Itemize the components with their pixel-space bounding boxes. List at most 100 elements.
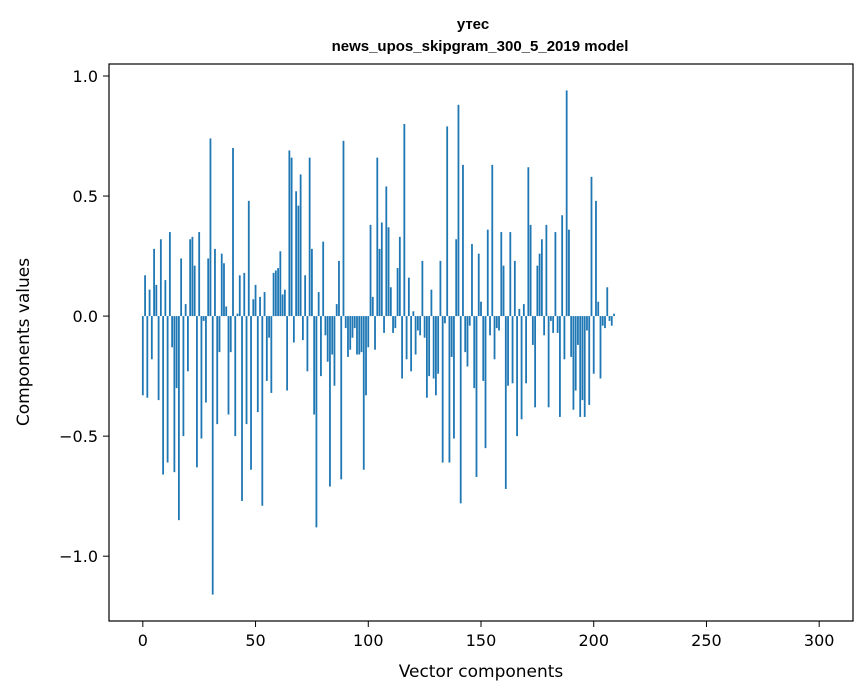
bar-28 (205, 316, 207, 403)
bar-52 (259, 296, 261, 317)
bar-77 (315, 316, 318, 528)
x-axis-label: Vector components (399, 662, 564, 682)
bar-195 (581, 316, 584, 401)
bar-105 (378, 248, 381, 317)
bar-49 (252, 299, 255, 317)
bar-2 (146, 316, 149, 398)
bar-37 (225, 306, 228, 317)
bar-202 (597, 301, 600, 317)
bar-84 (331, 316, 334, 355)
bar-116 (403, 124, 406, 317)
bar-209 (613, 313, 615, 317)
bar-189 (568, 229, 570, 317)
bar-35 (220, 253, 223, 317)
bar-50 (254, 284, 257, 317)
bar-78 (317, 292, 320, 317)
bar-99 (365, 316, 367, 396)
bar-188 (565, 90, 568, 317)
bar-205 (604, 316, 606, 329)
bar-169 (522, 304, 525, 317)
bar-165 (513, 260, 516, 317)
y-tick-label-1: −0.5 (59, 427, 98, 446)
y-tick-label-0: −1.0 (59, 547, 98, 566)
bar-120 (412, 311, 415, 317)
y-tick-label-2: 0.0 (73, 307, 98, 326)
bar-23 (193, 265, 196, 317)
bar-124 (421, 260, 424, 317)
bar-156 (493, 316, 496, 360)
y-axis-label: Components values (14, 258, 34, 426)
bar-5 (153, 248, 155, 317)
bar-86 (335, 304, 338, 317)
bar-113 (396, 268, 399, 317)
bar-162 (507, 316, 509, 386)
bar-108 (385, 186, 388, 317)
bar-142 (462, 164, 464, 317)
bar-16 (177, 316, 180, 521)
bar-135 (446, 126, 449, 317)
bar-63 (283, 289, 286, 317)
bar-13 (171, 316, 174, 348)
bar-111 (392, 316, 394, 333)
bar-47 (247, 200, 250, 317)
bar-168 (520, 316, 523, 420)
bar-174 (534, 316, 537, 408)
chart-title-line-2: news_upos_skipgram_300_5_2019 model (332, 38, 629, 55)
bar-130 (435, 316, 437, 396)
bar-25 (198, 232, 201, 317)
x-axis-ticks: 0 50 100 150 200 250 300 (138, 621, 835, 650)
bar-17 (180, 258, 183, 317)
bar-149 (477, 253, 480, 317)
bar-69 (297, 205, 300, 317)
bar-194 (579, 316, 582, 417)
bar-177 (540, 239, 543, 317)
x-tick-label-200: 200 (578, 631, 609, 650)
x-tick-label-150: 150 (466, 631, 497, 650)
bar-161 (504, 316, 507, 489)
x-tick-label-300: 300 (804, 631, 835, 650)
bar-9 (162, 316, 165, 475)
bar-44 (241, 316, 243, 501)
chart-title-line-1: утес (457, 16, 489, 33)
bar-41 (234, 316, 237, 437)
bar-29 (207, 258, 210, 317)
bar-89 (342, 140, 345, 317)
bar-173 (531, 316, 534, 345)
bar-158 (498, 316, 500, 331)
bar-191 (572, 316, 575, 410)
bar-107 (383, 316, 385, 333)
bar-206 (606, 287, 609, 317)
bar-125 (423, 316, 426, 338)
bar-186 (561, 215, 564, 317)
bar-72 (304, 275, 307, 317)
bar-3 (148, 289, 151, 317)
bar-207 (608, 316, 611, 321)
bar-143 (464, 316, 467, 353)
bar-134 (444, 316, 446, 324)
y-axis-ticks: −1.0 −0.5 0.0 0.5 1.0 (59, 67, 109, 566)
bar-75 (311, 248, 313, 317)
bar-87 (338, 260, 340, 317)
bar-12 (168, 232, 171, 317)
bar-26 (200, 316, 203, 439)
bar-109 (387, 227, 390, 317)
bar-197 (586, 316, 588, 331)
bar-45 (243, 272, 246, 317)
bar-71 (301, 316, 304, 341)
bar-65 (288, 150, 291, 317)
bar-98 (362, 316, 365, 470)
bar-151 (482, 316, 485, 381)
bar-48 (250, 316, 252, 470)
bar-204 (601, 316, 604, 326)
bar-40 (232, 148, 234, 317)
bar-62 (281, 294, 284, 317)
bar-157 (495, 316, 498, 329)
bar-200 (592, 316, 595, 374)
bar-20 (187, 316, 189, 372)
x-tick-label-100: 100 (353, 631, 384, 650)
bar-140 (457, 104, 460, 317)
bar-180 (547, 316, 550, 408)
bar-118 (407, 277, 410, 317)
bar-91 (347, 316, 349, 357)
bar-123 (419, 316, 422, 336)
